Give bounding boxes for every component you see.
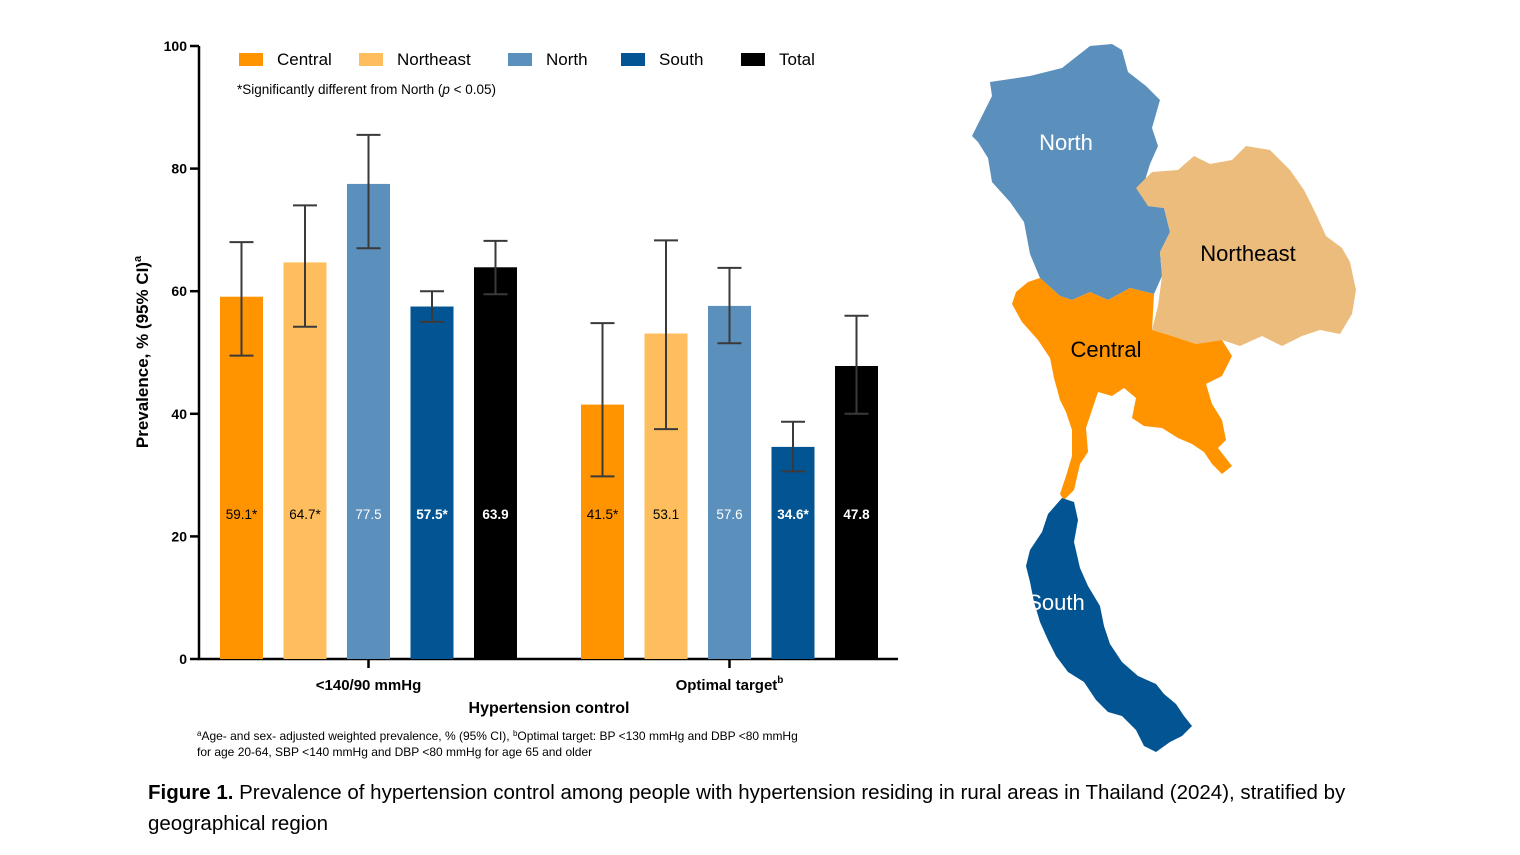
significance-note-post: < 0.05) [450, 82, 496, 97]
footnote-line-2: for age 20-64, SBP <140 mmHg and DBP <80… [197, 745, 592, 759]
map-region-central [1012, 278, 1232, 500]
y-tick-label: 100 [164, 38, 188, 54]
bar-northeast-0 [283, 262, 327, 659]
x-tick-label-sup: b [777, 675, 783, 686]
figure-caption-text: Prevalence of hypertension control among… [148, 781, 1346, 835]
bar-north-1 [708, 305, 751, 659]
map-label-central: Central [1071, 337, 1142, 362]
y-tick-label: 80 [171, 161, 187, 177]
y-tick-label: 0 [179, 651, 187, 667]
footnote-line-1: aAge- and sex- adjusted weighted prevale… [197, 729, 798, 744]
footnote-sup: b [513, 729, 518, 738]
y-axis-title: Prevalence, % (95% CI)a [132, 255, 152, 448]
bar-value-label: 41.5* [587, 507, 619, 522]
x-axis-title: Hypertension control [469, 700, 630, 717]
x-tick-label: <140/90 mmHg [316, 677, 421, 694]
thailand-region-map: North Northeast Central South [972, 44, 1356, 752]
y-tick-label: 60 [171, 283, 187, 299]
bar-value-label: 34.6* [777, 507, 809, 522]
bar-value-label: 77.5 [355, 507, 381, 522]
significance-note-p: p [441, 82, 450, 97]
footnote-sup: a [197, 729, 202, 738]
footnote-text: Age- and sex- adjusted weighted prevalen… [201, 729, 513, 743]
map-label-northeast: Northeast [1200, 241, 1295, 266]
bar-value-label: 57.5* [416, 507, 448, 522]
legend-swatch-northeast [359, 53, 383, 66]
map-label-north: North [1039, 130, 1093, 155]
bar-south-1 [771, 446, 815, 659]
figure-caption: Figure 1. Prevalence of hypertension con… [148, 777, 1408, 839]
significance-note: *Significantly different from North (p <… [237, 82, 496, 97]
legend-label-total: Total [779, 50, 815, 69]
map-region-northeast [1136, 146, 1356, 346]
bar-value-label: 57.6 [716, 507, 742, 522]
bar-value-label: 59.1* [226, 507, 258, 522]
legend-label-central: Central [277, 50, 332, 69]
bar-value-label: 64.7* [289, 507, 321, 522]
bar-central-0 [220, 296, 263, 659]
x-tick-label: Optimal targetb [676, 675, 784, 694]
bar-north-0 [347, 183, 390, 660]
map-region-south [1026, 498, 1192, 752]
bar-total-1 [835, 365, 878, 659]
bar-chart: 0 20 40 60 80 100 Prevalence, % (95% CI)a 59.1*… [132, 38, 898, 759]
legend-label-north: North [546, 50, 588, 69]
bar-value-label: 63.9 [482, 507, 508, 522]
map-region-north [972, 44, 1170, 300]
legend-swatch-south [621, 53, 645, 66]
bar-total-0 [474, 267, 517, 659]
y-tick-label: 40 [171, 406, 187, 422]
significance-note-pre: *Significantly different from North ( [237, 82, 443, 97]
legend-swatch-north [508, 53, 532, 66]
bar-value-label: 47.8 [843, 507, 870, 522]
legend-swatch-central [239, 53, 263, 66]
y-axis-title-sup: a [132, 255, 144, 262]
legend-label-northeast: Northeast [397, 50, 471, 69]
map-label-south: South [1027, 590, 1085, 615]
legend-label-south: South [659, 50, 703, 69]
bar-value-label: 53.1 [653, 507, 679, 522]
legend-swatch-total [741, 53, 765, 66]
footnote-text: Optimal target: BP <130 mmHg and DBP <80… [517, 729, 797, 743]
bar-south-0 [410, 306, 454, 659]
y-tick-label: 20 [171, 528, 187, 544]
figure-caption-label: Figure 1. [148, 781, 234, 804]
